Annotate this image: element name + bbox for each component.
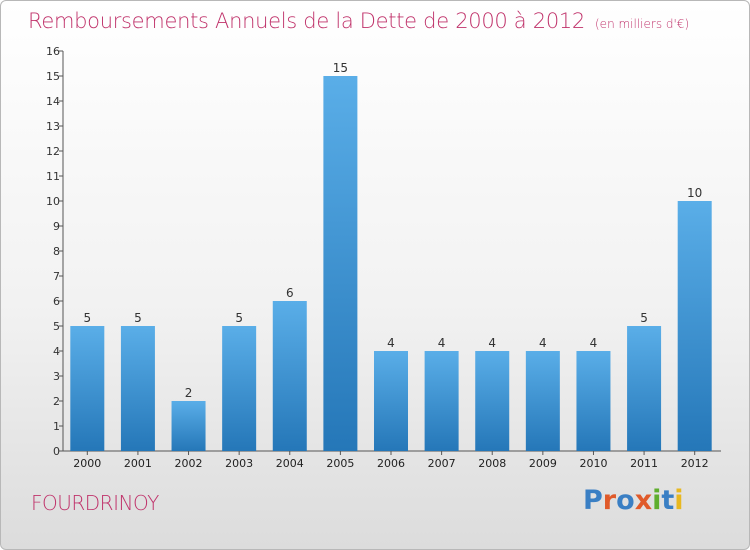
y-tick-label: 8 — [53, 245, 60, 258]
value-label-2008: 4 — [488, 336, 496, 350]
logo-letter: P — [583, 485, 603, 516]
bar-2008 — [475, 351, 510, 451]
category-label-2008: 2008 — [478, 457, 506, 470]
y-tick-label: 3 — [53, 370, 60, 383]
bar-2009 — [525, 351, 560, 451]
value-label-2009: 4 — [539, 336, 547, 350]
y-tick-label: 6 — [53, 295, 60, 308]
value-label-2011: 5 — [640, 311, 648, 325]
y-tick-label: 4 — [53, 345, 60, 358]
y-tick-label: 15 — [46, 70, 60, 83]
bar-2012 — [677, 201, 712, 451]
logo-letter: o — [616, 485, 635, 516]
value-label-2001: 5 — [134, 311, 142, 325]
bar-2004 — [272, 301, 307, 451]
proxiti-logo: Proxiti — [583, 485, 684, 516]
value-label-2010: 4 — [590, 336, 598, 350]
category-label-2009: 2009 — [529, 457, 557, 470]
category-label-2000: 2000 — [73, 457, 101, 470]
chart-title: Remboursements Annuels de la Dette de 20… — [28, 9, 689, 33]
category-label-2003: 2003 — [225, 457, 253, 470]
category-label-2004: 2004 — [276, 457, 304, 470]
bar-2001 — [120, 326, 155, 451]
y-tick-label: 14 — [46, 95, 60, 108]
category-label-2002: 2002 — [175, 457, 203, 470]
value-label-2007: 4 — [438, 336, 446, 350]
y-tick-label: 7 — [53, 270, 60, 283]
bar-2007 — [424, 351, 459, 451]
y-tick-label: 12 — [46, 145, 60, 158]
value-label-2004: 6 — [286, 286, 294, 300]
value-label-2012: 10 — [687, 186, 702, 200]
bar-2005 — [323, 76, 358, 451]
title-text: Remboursements Annuels de la Dette de 20… — [28, 9, 585, 33]
logo-letter: i — [652, 485, 662, 516]
title-unit: (en milliers d'€) — [595, 17, 690, 31]
category-label-2007: 2007 — [428, 457, 456, 470]
y-tick-label: 16 — [46, 45, 60, 58]
value-label-2006: 4 — [387, 336, 395, 350]
category-label-2001: 2001 — [124, 457, 152, 470]
y-tick-label: 2 — [53, 395, 60, 408]
category-label-2011: 2011 — [630, 457, 658, 470]
y-tick-label: 11 — [46, 170, 60, 183]
category-label-2005: 2005 — [326, 457, 354, 470]
value-label-2002: 2 — [185, 386, 193, 400]
logo-letter: x — [634, 485, 653, 516]
value-label-2005: 15 — [333, 61, 348, 75]
bar-2006 — [374, 351, 408, 451]
y-tick-label: 9 — [53, 220, 60, 233]
bar-2000 — [70, 326, 105, 451]
bar-2011 — [627, 326, 662, 451]
y-tick-label: 1 — [53, 420, 60, 433]
logo-letter: t — [661, 485, 675, 516]
bar-2010 — [576, 351, 611, 451]
value-label-2000: 5 — [83, 311, 91, 325]
category-label-2006: 2006 — [377, 457, 405, 470]
place-name: FOURDRINOY — [31, 491, 159, 515]
logo-letter: r — [602, 485, 617, 516]
y-tick-label: 13 — [46, 120, 60, 133]
y-tick-label: 5 — [53, 320, 60, 333]
category-label-2010: 2010 — [579, 457, 607, 470]
value-label-2003: 5 — [235, 311, 243, 325]
category-label-2012: 2012 — [681, 457, 709, 470]
y-tick-label: 0 — [53, 445, 60, 458]
y-tick-label: 10 — [46, 195, 60, 208]
bar-2003 — [222, 326, 257, 451]
logo-letter: i — [674, 485, 684, 516]
bar-2002 — [171, 401, 206, 451]
